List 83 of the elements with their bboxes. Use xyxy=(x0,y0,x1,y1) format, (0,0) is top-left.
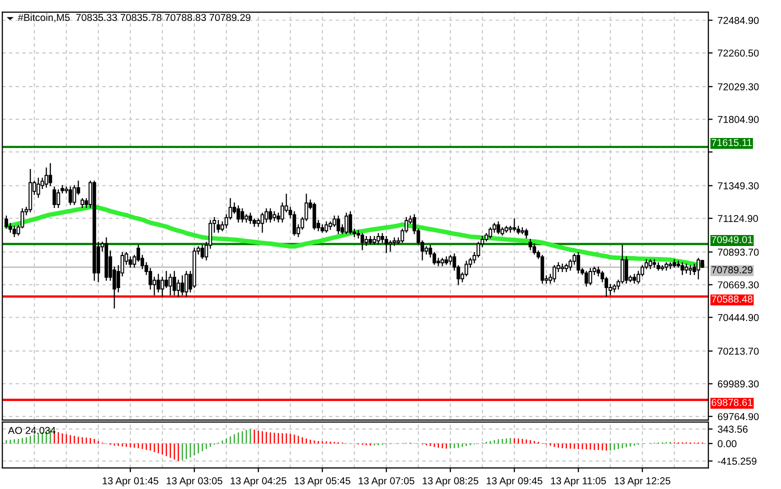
candlestick xyxy=(36,178,40,198)
candlestick xyxy=(12,226,16,238)
candlestick xyxy=(200,244,204,259)
candlestick xyxy=(696,258,700,280)
candlestick xyxy=(576,252,580,274)
candlestick xyxy=(172,270,176,296)
candlestick xyxy=(588,268,592,286)
y-tick-label: 70213.70 xyxy=(718,348,759,355)
candlestick xyxy=(312,202,316,230)
y-tick-label: 69764.90 xyxy=(718,413,759,420)
candlestick xyxy=(692,264,696,275)
candlestick xyxy=(348,211,352,234)
candlestick xyxy=(160,276,164,297)
y-tick-label: 69989.30 xyxy=(718,380,759,388)
candlestick xyxy=(292,211,296,236)
candlestick xyxy=(488,227,492,239)
candlestick xyxy=(44,168,48,188)
y-tick-label: 70444.90 xyxy=(718,314,759,322)
candlestick xyxy=(528,238,532,250)
candlestick xyxy=(180,275,184,296)
y-tick-label: -415.259 xyxy=(718,458,756,465)
candlestick xyxy=(332,216,336,227)
x-tick-label: 13 Apr 09:45 xyxy=(486,477,542,486)
y-tick-label: 72029.30 xyxy=(718,83,759,90)
ref-line-label: 70789.29 xyxy=(712,266,752,274)
candlestick xyxy=(376,233,380,244)
candlestick xyxy=(568,259,572,271)
y-tick-label: 343.56 xyxy=(718,426,748,433)
x-tick-label: 13 Apr 01:45 xyxy=(102,477,158,486)
candlestick xyxy=(388,240,392,252)
y-tick-label: 72260.50 xyxy=(718,50,759,57)
candlestick xyxy=(128,256,132,268)
candlestick xyxy=(324,221,328,233)
candlestick xyxy=(268,208,272,223)
candlestick xyxy=(216,220,220,233)
y-tick-label: 70893.70 xyxy=(718,248,759,256)
candlestick xyxy=(384,236,388,254)
x-tick-label: 13 Apr 04:25 xyxy=(230,477,286,486)
candlestick xyxy=(680,262,684,275)
ref-line-label: 71615.11 xyxy=(712,139,752,146)
candlestick xyxy=(336,216,340,234)
candlestick xyxy=(164,270,168,288)
candlestick xyxy=(168,274,172,296)
candlestick xyxy=(636,270,640,284)
candlestick xyxy=(512,218,516,232)
y-tick-label: 70669.30 xyxy=(718,281,759,288)
y-tick-label: 71349.30 xyxy=(718,182,759,190)
chart-title: #Bitcoin,M5 70835.33 70835.78 70788.83 70789.29 xyxy=(18,14,250,22)
candlestick xyxy=(248,212,252,224)
candlestick xyxy=(72,184,76,206)
candlestick xyxy=(176,280,180,297)
ref-line-label: 70588.48 xyxy=(712,296,752,303)
candlestick xyxy=(68,186,72,206)
x-tick-label: 13 Apr 12:25 xyxy=(614,477,670,486)
candlestick xyxy=(552,265,556,282)
candlestick xyxy=(240,208,244,223)
candlestick xyxy=(540,254,544,284)
chart-title: AO 24.034 xyxy=(8,426,56,434)
candlestick xyxy=(56,189,60,208)
candlestick xyxy=(532,243,536,255)
candlestick xyxy=(624,256,628,284)
candlestick xyxy=(184,270,188,297)
y-tick-label: 71804.90 xyxy=(718,116,759,124)
candlestick xyxy=(344,212,348,234)
candlestick xyxy=(260,212,264,233)
x-tick-label: 13 Apr 08:25 xyxy=(422,477,478,486)
x-tick-label: 13 Apr 05:45 xyxy=(294,477,350,486)
x-tick-label: 13 Apr 07:05 xyxy=(358,477,414,486)
x-tick-label: 13 Apr 03:05 xyxy=(166,477,222,486)
candlestick xyxy=(52,186,56,208)
y-tick-label: 72484.90 xyxy=(718,16,759,24)
y-tick-label: 71124.90 xyxy=(718,214,758,222)
x-tick-label: 13 Apr 11:05 xyxy=(551,477,606,486)
y-tick-label: 0.00 xyxy=(718,440,736,448)
candlestick xyxy=(48,163,52,186)
candlestick xyxy=(156,274,160,292)
candlestick xyxy=(496,221,500,234)
ref-line-label: 70949.01 xyxy=(712,236,752,244)
candlestick xyxy=(584,270,588,287)
candlestick xyxy=(280,202,284,223)
ref-line-label: 69878.61 xyxy=(712,398,752,406)
candlestick xyxy=(360,233,364,250)
candlestick xyxy=(236,205,240,223)
